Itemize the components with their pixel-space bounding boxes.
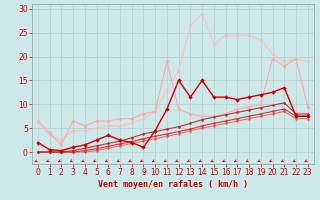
- X-axis label: Vent moyen/en rafales ( km/h ): Vent moyen/en rafales ( km/h ): [98, 180, 248, 189]
